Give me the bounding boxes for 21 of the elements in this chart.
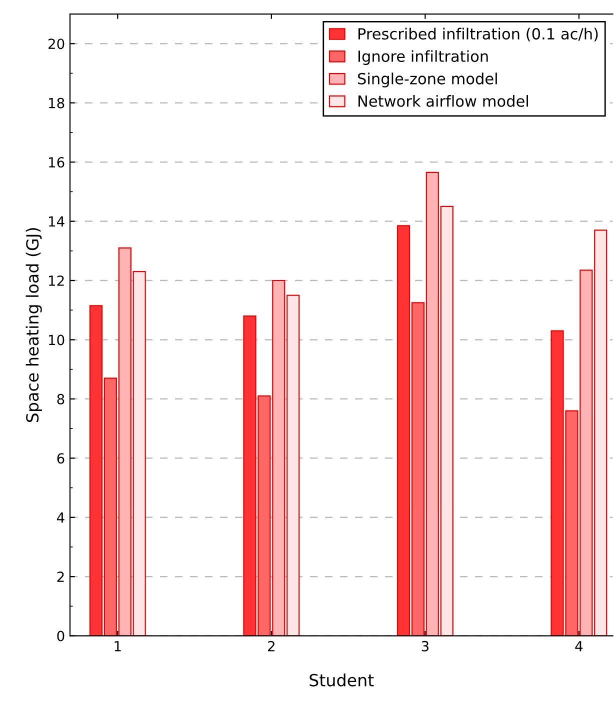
y-tick-label: 8	[57, 394, 64, 404]
x-axis-title: Student	[310, 674, 374, 686]
legend-label: Network airflow model	[358, 95, 528, 107]
y-tick-label: 14	[48, 216, 64, 227]
y-tick-label: 10	[48, 334, 64, 346]
x-tick-label: 3	[422, 640, 428, 652]
y-tick-label: 4	[56, 512, 64, 523]
y-axis-title: Space heating load (GJ)	[26, 228, 42, 422]
y-tick-label: 2	[57, 572, 64, 582]
y-tick-label: 0	[57, 630, 64, 642]
legend-label: Prescribed infiltration (0.1 ac/h)	[358, 28, 598, 42]
legend-label: Single-zone model	[358, 72, 497, 88]
x-tick-label: 1	[114, 641, 121, 652]
x-tick-label: 2	[268, 640, 274, 652]
legend-label: Ignore infiltration	[358, 50, 488, 65]
y-tick-label: 12	[48, 275, 64, 286]
y-tick-label: 18	[48, 98, 64, 108]
y-tick-label: 20	[48, 38, 64, 50]
x-tick-label: 4	[575, 641, 583, 652]
y-tick-label: 16	[48, 157, 64, 168]
y-tick-label: 6	[57, 453, 64, 464]
